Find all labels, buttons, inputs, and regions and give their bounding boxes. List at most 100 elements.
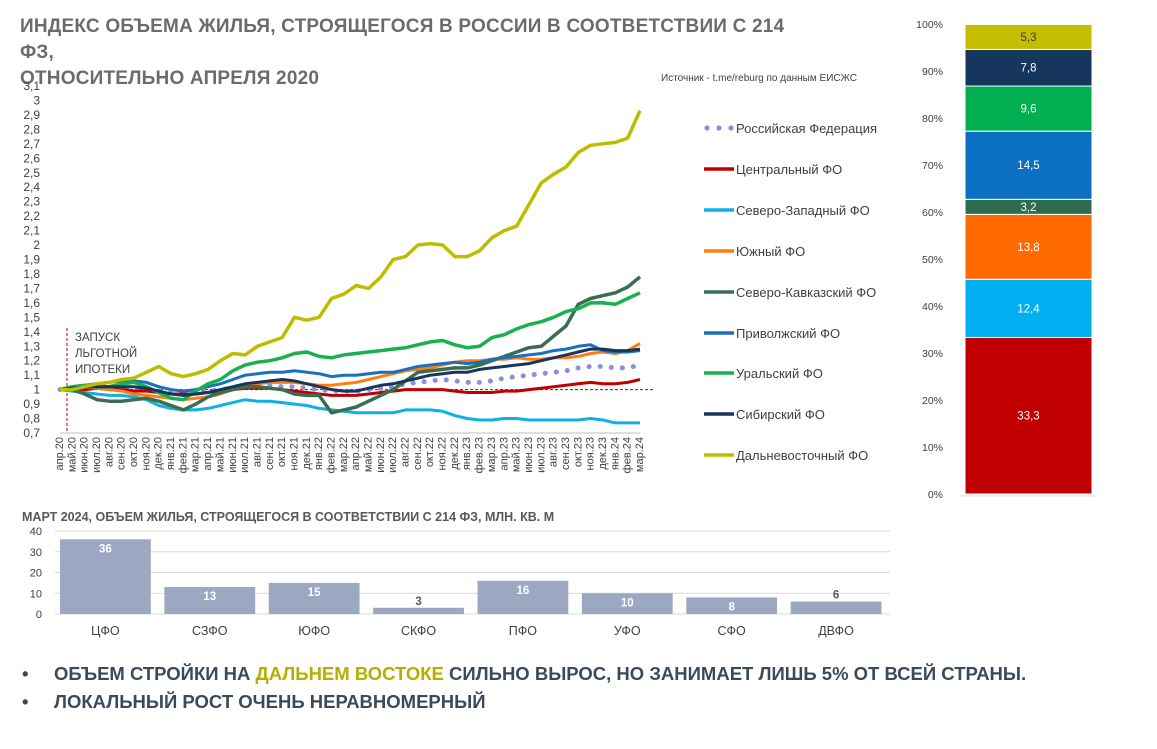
line-chart-x-tick-label: сен.21	[264, 437, 276, 470]
bar-value-label: 8	[728, 601, 735, 613]
bar-СКФО	[373, 607, 464, 614]
stacked-segment-label: 3,2	[1021, 202, 1037, 214]
line-chart-x-tick-label: июн.22	[375, 437, 387, 473]
line-chart-x-tick-label: апр.22	[350, 437, 362, 470]
bar-ЦФО	[60, 539, 151, 614]
line-chart-x-tick-label: сен.20	[116, 437, 128, 470]
line-chart-x-tick-label: авг.23	[548, 437, 560, 467]
line-series-7	[59, 347, 641, 397]
bullet-1-highlight: ДАЛЬНЕМ ВОСТОКЕ	[255, 663, 444, 684]
stacked-segment-label: 7,8	[1021, 63, 1037, 75]
bar-chart-y-tick-label: 10	[30, 588, 42, 600]
bullet-marker: •	[22, 691, 29, 712]
bullet-1-pre: ОБЪЕМ СТРОЙКИ НА	[54, 663, 256, 684]
bar-value-label: 10	[621, 597, 634, 609]
bar-value-label: 36	[99, 543, 112, 555]
bar-value-label: 3	[415, 596, 421, 608]
stacked-y-tick-label: 70%	[922, 160, 943, 172]
bullet-1-post: СИЛЬНО ВЫРОС, НО ЗАНИМАЕТ ЛИШЬ 5% ОТ ВСЕ…	[443, 663, 1027, 684]
bar-УФО	[581, 593, 673, 614]
line-chart-x-tick-label: июл.23	[535, 437, 547, 473]
bar-value-label: 13	[203, 591, 216, 603]
bullet-item-1: • ОБЪЕМ СТРОЙКИ НА ДАЛЬНЕМ ВОСТОКЕ СИЛЬН…	[22, 660, 1142, 688]
line-series-2	[59, 388, 640, 425]
legend-label-5: Приволжский ФО	[736, 326, 840, 341]
legend-label-4: Северо-Кавказский ФО	[736, 285, 876, 300]
bar-ЮФО	[268, 582, 360, 614]
stacked-segment-label: 12,4	[1017, 303, 1040, 315]
stacked-y-tick-label: 40%	[922, 301, 943, 313]
line-chart-x-tick-label: июн.21	[227, 437, 239, 473]
line-chart-x-tick-label: май.21	[214, 437, 226, 472]
line-chart-y-tick-label: 3	[33, 93, 40, 107]
line-chart-y-tick-label: 0,9	[23, 397, 40, 411]
page-title: ИНДЕКС ОБЪЕМА ЖИЛЬЯ, СТРОЯЩЕГОСЯ В РОССИ…	[20, 14, 820, 92]
line-chart-x-tick-label: сен.22	[412, 437, 424, 470]
legend-marker-0	[716, 125, 722, 131]
line-chart-y-tick-label: 2,6	[23, 151, 40, 165]
bar-chart-y-tick-label: 30	[30, 547, 42, 559]
line-chart-y-tick-label: 2,4	[23, 180, 40, 194]
legend-label-2: Северо-Западный ФО	[736, 203, 870, 218]
line-chart-y-tick-label: 2,8	[23, 122, 40, 136]
bar-category-label: СЗФО	[192, 624, 228, 638]
bar-chart-y-tick-label: 0	[36, 609, 42, 621]
bullet-item-2: • ЛОКАЛЬНЫЙ РОСТ ОЧЕНЬ НЕРАВНОМЕРНЫЙ	[22, 688, 1142, 716]
stacked-y-tick-label: 50%	[922, 254, 943, 266]
bar-value-label: 6	[833, 590, 839, 602]
bar-ДВФО	[790, 601, 882, 614]
line-chart-x-tick-label: янв.24	[609, 437, 621, 470]
line-chart-x-tick-label: ноя.22	[437, 437, 449, 470]
stacked-y-tick-label: 60%	[922, 207, 943, 219]
line-chart-y-tick-label: 1,2	[23, 354, 40, 368]
legend-label-7: Сибирский ФО	[736, 407, 825, 422]
line-chart-x-tick-label: ноя.21	[288, 437, 300, 470]
stacked-y-tick-label: 100%	[916, 19, 943, 31]
line-chart-y-tick-label: 2	[33, 238, 40, 252]
stacked-segment-6	[964, 48, 1093, 87]
line-chart-x-tick-label: июл.22	[387, 437, 399, 473]
stacked-segment-7	[964, 23, 1093, 50]
line-chart-y-tick-label: 1,1	[23, 368, 40, 382]
line-chart-x-tick-label: июн.23	[523, 437, 535, 473]
bar-category-label: ДВФО	[818, 624, 854, 638]
line-chart-x-tick-label: окт.20	[128, 437, 140, 467]
bar-category-label: ПФО	[509, 624, 537, 638]
legend-label-6: Уральский ФО	[736, 366, 823, 381]
line-chart-x-tick-label: янв.23	[461, 437, 473, 470]
line-chart-y-tick-label: 2,3	[23, 195, 40, 209]
line-series-8	[60, 109, 642, 392]
stacked-segment-label: 13,8	[1017, 242, 1039, 254]
stacked-segment-4	[964, 130, 1093, 200]
line-chart-x-tick-label: май.20	[66, 437, 78, 472]
line-chart-x-tick-label: фев.22	[325, 437, 337, 473]
stacked-segment-1	[964, 278, 1093, 338]
line-chart-x-tick-label: дек.20	[153, 437, 165, 470]
line-chart-x-tick-label: авг.20	[103, 437, 115, 467]
line-chart-y-tick-label: 2,5	[23, 166, 40, 180]
line-chart-x-tick-label: ноя.23	[585, 437, 597, 470]
legend-label-1: Центральный ФО	[736, 162, 842, 177]
line-chart-y-tick-label: 1,4	[23, 325, 40, 339]
line-chart-x-tick-label: ноя.20	[140, 437, 152, 470]
line-chart-x-tick-label: мар.24	[634, 437, 646, 472]
bar-category-label: СКФО	[401, 624, 436, 638]
stacked-segment-label: 9,6	[1021, 104, 1037, 116]
line-chart-x-tick-label: дек.22	[449, 437, 461, 470]
line-chart-y-tick-label: 2,2	[23, 209, 40, 223]
line-chart-x-tick-label: июл.20	[91, 437, 103, 473]
line-chart-y-tick-label: 1,8	[23, 267, 40, 281]
title-line-1: ИНДЕКС ОБЪЕМА ЖИЛЬЯ, СТРОЯЩЕГОСЯ В РОССИ…	[20, 16, 785, 63]
bar-СФО	[686, 597, 778, 614]
stacked-segment-2	[964, 213, 1093, 280]
bar-ПФО	[477, 580, 569, 614]
line-series-0	[57, 362, 643, 397]
stacked-segment-0	[964, 336, 1093, 495]
line-chart-x-tick-label: янв.22	[313, 437, 325, 470]
bullet-marker: •	[22, 663, 29, 684]
stacked-y-tick-label: 10%	[922, 442, 943, 454]
bar-value-label: 16	[517, 585, 530, 597]
line-chart-y-tick-label: 1,5	[23, 310, 40, 324]
line-chart-x-tick-label: мар.22	[338, 437, 350, 472]
line-chart-x-tick-label: фев.24	[622, 437, 634, 473]
